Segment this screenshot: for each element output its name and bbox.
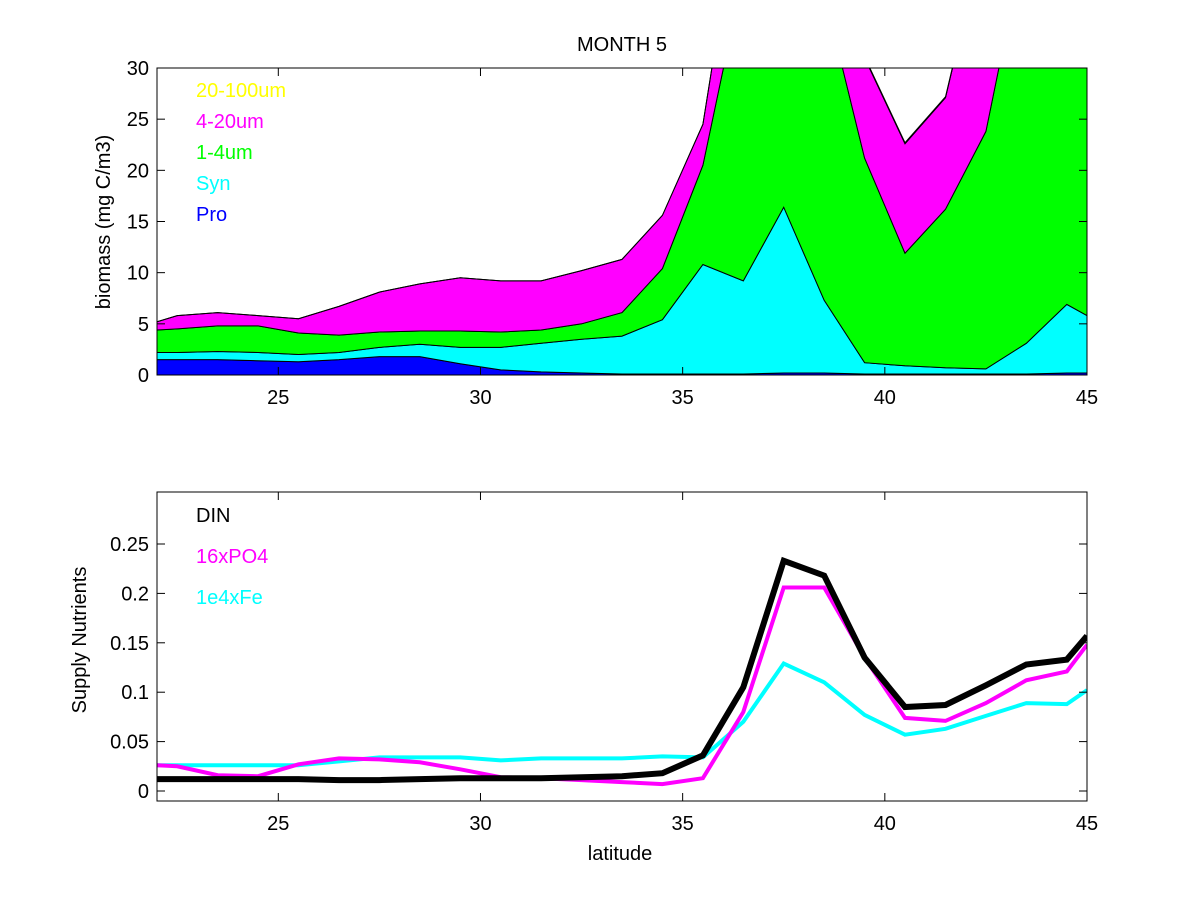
x-tick-label: 40 bbox=[874, 813, 896, 835]
area-20-100um bbox=[157, 68, 954, 323]
y-tick-label: 30 bbox=[127, 58, 149, 80]
x-tick-label: 25 bbox=[267, 813, 289, 835]
y-tick-label: 0 bbox=[138, 781, 149, 803]
y-tick-label: 25 bbox=[127, 109, 149, 131]
y-tick-label: 15 bbox=[127, 212, 149, 234]
legend-item-1-4um: 1-4um bbox=[196, 142, 253, 164]
biomass-chart: 25 30 35 40 45 0 5 10 15 20 25 30 MONTH 5 biomass (… bbox=[93, 34, 1098, 409]
y-tick-label: 5 bbox=[138, 314, 149, 336]
y-tick-label: 0 bbox=[138, 365, 149, 387]
legend-item-20-100um: 20-100um bbox=[196, 80, 286, 102]
y-tick-label: 0.05 bbox=[110, 732, 149, 754]
legend-item-16xpo4: 16xPO4 bbox=[196, 546, 268, 568]
top-chart-title: MONTH 5 bbox=[577, 34, 667, 56]
y-tick-label: 0.2 bbox=[121, 583, 149, 605]
x-tick-label: 25 bbox=[267, 387, 289, 409]
y-tick-label: 20 bbox=[127, 160, 149, 182]
y-tick-label: 10 bbox=[127, 263, 149, 285]
line-1e4xfe bbox=[157, 660, 1087, 768]
legend-item-1e4xfe: 1e4xFe bbox=[196, 587, 263, 609]
legend-item-syn: Syn bbox=[196, 173, 230, 195]
bottom-axes-box bbox=[156, 491, 1088, 802]
legend-item-din: DIN bbox=[196, 505, 230, 527]
line-din bbox=[157, 556, 1087, 784]
y-tick-label: 0.1 bbox=[121, 682, 149, 704]
x-tick-label: 40 bbox=[874, 387, 896, 409]
y-tick-label: 0.25 bbox=[110, 534, 149, 556]
x-tick-label: 45 bbox=[1076, 387, 1098, 409]
y-tick-label: 0.15 bbox=[110, 633, 149, 655]
top-y-axis-label: biomass (mg C/m3) bbox=[93, 135, 115, 309]
bottom-x-axis-label: latitude bbox=[588, 843, 653, 865]
nutrients-chart: 25 30 35 40 45 0 0.05 0.1 0.15 0.2 0.25 latitude S… bbox=[69, 491, 1098, 865]
x-tick-label: 30 bbox=[469, 387, 491, 409]
bottom-y-axis-label: Supply Nutrients bbox=[69, 567, 91, 714]
legend-item-4-20um: 4-20um bbox=[196, 111, 264, 133]
x-tick-label: 35 bbox=[672, 387, 694, 409]
line-16xpo4 bbox=[157, 585, 1087, 787]
x-tick-label: 45 bbox=[1076, 813, 1098, 835]
x-tick-label: 30 bbox=[469, 813, 491, 835]
x-tick-label: 35 bbox=[672, 813, 694, 835]
legend-item-pro: Pro bbox=[196, 204, 227, 226]
